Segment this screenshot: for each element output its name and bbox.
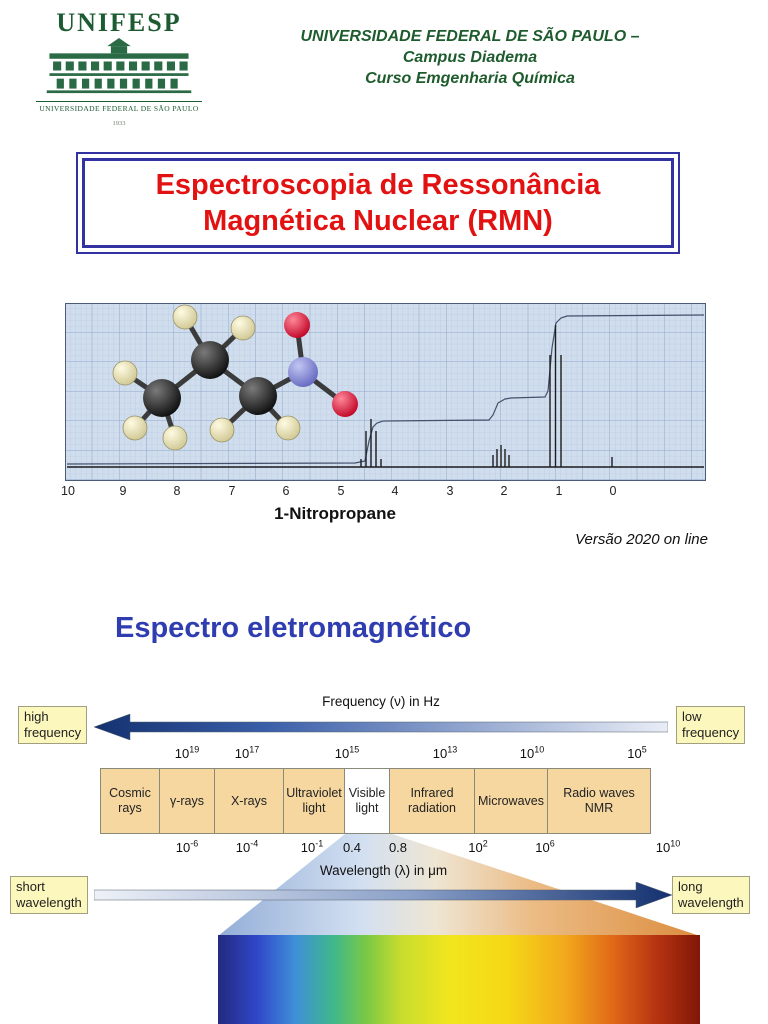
wavelength-tick: 102 <box>448 838 508 855</box>
tick-base: 0.8 <box>388 840 408 855</box>
tick-exponent: -1 <box>315 838 324 849</box>
main-title-line-1: Espectroscopia de Ressonância <box>155 169 601 201</box>
tick-exponent: -6 <box>190 838 199 849</box>
tick-exponent: -4 <box>250 838 259 849</box>
logo-year: 1933 <box>112 120 126 127</box>
band-ultraviolet: Ultraviolet light <box>283 768 345 834</box>
wavelength-tick: 1010 <box>638 838 698 855</box>
nmr-x-tick: 6 <box>282 484 290 498</box>
institution-header: UNIVERSIDADE FEDERAL DE SÃO PAULO – Camp… <box>238 26 702 89</box>
wavelength-tick: 10-6 <box>157 838 217 855</box>
nmr-spectrum-plot <box>65 303 706 481</box>
nmr-x-tick: 3 <box>446 484 454 498</box>
nmr-x-axis: 10 9 8 7 6 5 4 3 2 1 0 <box>61 484 706 500</box>
nmr-x-tick: 1 <box>555 484 563 498</box>
frequency-axis-label: Frequency (ν) in Hz <box>322 694 440 709</box>
tick-base: 10 <box>468 840 483 855</box>
band-microwaves: Microwaves <box>474 768 548 834</box>
short-wavelength-label: short wavelength <box>10 876 88 914</box>
tick-exponent: 13 <box>447 744 458 755</box>
tick-base: 10 <box>175 840 191 855</box>
band-visible-light: Visible light <box>344 768 390 834</box>
institution-line-2: Campus Diadema <box>402 49 538 66</box>
tick-base: 10 <box>535 840 550 855</box>
frequency-tick: 1013 <box>415 744 475 761</box>
nmr-x-tick: 0 <box>609 484 617 498</box>
nmr-x-tick: 9 <box>119 484 127 498</box>
institution-line-3: Curso Emgenharia Química <box>365 70 575 87</box>
tick-exponent: 10 <box>534 744 545 755</box>
band-x-rays: X-rays <box>214 768 284 834</box>
wavelength-tick: 10-4 <box>217 838 277 855</box>
section-heading: Espectro eletromagnético <box>115 612 472 644</box>
nmr-spectrum-figure: 10 9 8 7 6 5 4 3 2 1 0 1-Nitropropane <box>61 303 706 533</box>
tick-base: 10 <box>519 746 535 761</box>
version-note: Versão 2020 on line <box>575 531 708 548</box>
tick-exponent: 6 <box>549 838 555 849</box>
prism-dispersion-shape <box>218 834 700 936</box>
nmr-x-tick: 2 <box>500 484 508 498</box>
frequency-arrow-icon <box>94 714 668 740</box>
unifesp-logo: UNIFESP UNIVERSIDADE FEDERAL DE SÃO PAUL… <box>28 8 210 127</box>
tick-base: 10 <box>432 746 448 761</box>
title-box-inner: Espectroscopia de Ressonância Magnética … <box>82 158 674 248</box>
wavelength-tick: 0.4 <box>322 840 382 855</box>
logo-subtitle: UNIVERSIDADE FEDERAL DE SÃO PAULO <box>39 104 199 113</box>
nmr-x-tick: 7 <box>228 484 236 498</box>
band-cosmic-rays: Cosmic rays <box>100 768 160 834</box>
tick-exponent: 10 <box>670 838 681 849</box>
visible-spectrum-rainbow-bar <box>218 935 700 1024</box>
nmr-x-tick: 8 <box>173 484 181 498</box>
title-box: Espectroscopia de Ressonância Magnética … <box>76 152 680 254</box>
low-frequency-label: low frequency <box>676 706 746 744</box>
tick-exponent: 2 <box>482 838 488 849</box>
nmr-x-tick: 4 <box>391 484 399 498</box>
nmr-x-tick: 5 <box>337 484 345 498</box>
frequency-tick: 1010 <box>502 744 562 761</box>
figure-caption: 1-Nitropropane <box>274 504 396 523</box>
spectrum-bands-row: Cosmic rays γ-rays X-rays Ultraviolet li… <box>100 768 651 834</box>
band-infrared: Infrared radiation <box>389 768 475 834</box>
long-wavelength-label: long wavelength <box>672 876 750 914</box>
main-title-line-2: Magnética Nuclear (RMN) <box>203 205 553 237</box>
frequency-tick: 1015 <box>317 744 377 761</box>
frequency-tick: 1019 <box>157 744 217 761</box>
tick-base: 10 <box>174 746 190 761</box>
frequency-tick: 1017 <box>217 744 277 761</box>
tick-base: 10 <box>234 746 250 761</box>
university-building-icon <box>46 38 192 94</box>
tick-exponent: 19 <box>189 744 200 755</box>
tick-base: 10 <box>627 746 642 761</box>
nmr-x-tick: 10 <box>61 484 75 498</box>
tick-base: 10 <box>300 840 316 855</box>
wavelength-arrow-icon <box>94 882 672 908</box>
tick-base: 0.4 <box>342 840 362 855</box>
logo-divider <box>36 101 202 102</box>
band-gamma-rays: γ-rays <box>159 768 215 834</box>
em-spectrum-diagram: Frequency (ν) in Hz high frequency low f… <box>0 694 768 1024</box>
institution-line-1: UNIVERSIDADE FEDERAL DE SÃO PAULO – <box>300 28 640 45</box>
tick-exponent: 5 <box>641 744 647 755</box>
tick-base: 10 <box>235 840 251 855</box>
frequency-tick: 105 <box>607 744 667 761</box>
wavelength-tick: 0.8 <box>368 840 428 855</box>
wavelength-axis-label: Wavelength (λ) in μm <box>319 863 448 878</box>
tick-exponent: 17 <box>249 744 260 755</box>
logo-wordmark: UNIFESP <box>56 8 182 37</box>
wavelength-tick: 10-1 <box>282 838 342 855</box>
tick-base: 10 <box>655 840 671 855</box>
tick-base: 10 <box>334 746 350 761</box>
band-radio-waves-nmr: Radio waves NMR <box>547 768 651 834</box>
tick-exponent: 15 <box>349 744 360 755</box>
wavelength-tick: 106 <box>515 838 575 855</box>
high-frequency-label: high frequency <box>18 706 88 744</box>
